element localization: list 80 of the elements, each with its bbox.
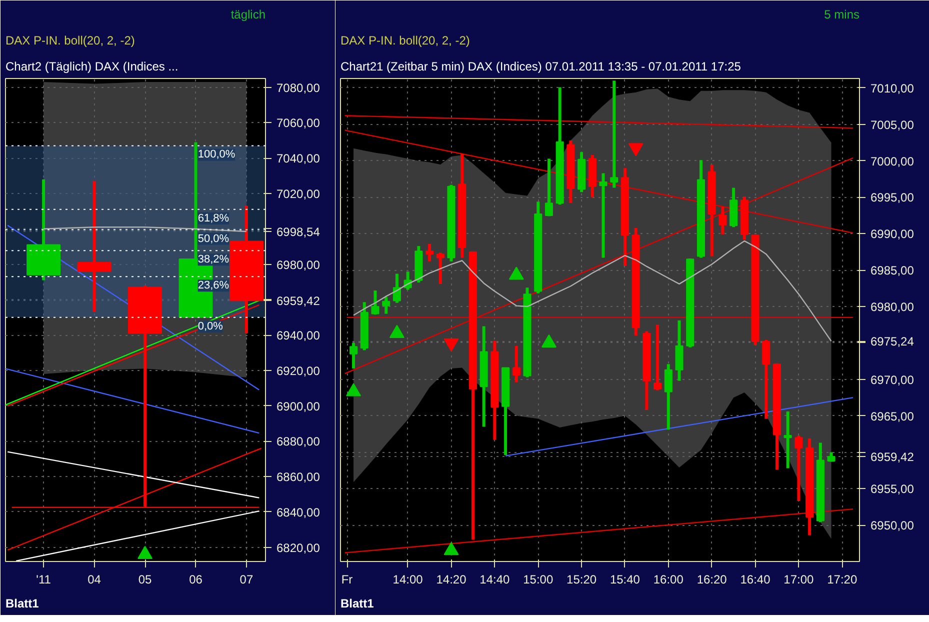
y-tick-label: 6990,00 [870,227,914,242]
chart-title: Chart2 (Täglich) DAX (Indices ... [6,60,178,74]
y-tick-label: 6950,00 [870,518,914,533]
y-tick-label: 7005,00 [870,118,914,132]
candlestick [610,80,618,188]
annotation: 0,0% [198,320,224,332]
candlestick [77,181,112,312]
candlestick [371,290,380,315]
candlestick [599,173,608,258]
y-tick-label: 6840,00 [276,505,320,520]
text: täglich [230,8,266,22]
x-tick-label: 17:20 [827,572,858,586]
y-tick-label: 6900,00 [276,399,320,414]
y-tick-label: 7040,00 [276,152,320,166]
line-series [352,240,832,342]
candlestick [654,324,662,390]
y-tick-label: 6965,00 [870,409,914,424]
annotation: 23,6% [198,280,230,292]
text: Blatt1 [340,596,374,610]
text: DAX P-IN. boll(20, 2, -2) [340,34,470,48]
chart-title: Chart21 (Zeitbar 5 min) DAX (Indices) 07.01.2011 13:35 - 07.01.2011 17:25 [340,60,742,74]
point [346,383,362,396]
y-tick-label: 6860,00 [276,470,320,484]
x-tick-label: 14:20 [436,572,467,586]
annotation: 61,8% [198,212,230,224]
y-tick-label: 7010,00 [870,81,914,96]
point [389,324,404,338]
y-tick-label: 6820,00 [276,540,320,555]
candlestick [762,340,770,419]
y-tick-label: 6959,42 [870,450,914,464]
x-tick-label: 15:00 [523,572,554,586]
candlestick [718,206,727,234]
annotation: 100,0% [198,148,236,161]
candlestick [544,158,553,216]
text: Blatt1 [6,596,40,610]
x-tick-label: 14:40 [480,572,510,586]
annotation: 50,0% [198,232,230,245]
candlestick [426,244,434,262]
text: 5 mins [824,8,860,22]
point [541,334,556,348]
y-tick-label: 6970,00 [870,372,914,387]
y-tick-label: 6955,00 [870,482,914,496]
candlestick [794,435,803,502]
y-tick-label: 7000,00 [870,154,914,168]
x-tick-label: 07 [240,572,254,586]
y-tick-label: 6940,00 [276,328,320,343]
y-tick-label: 6959,42 [276,294,320,308]
candlestick [512,346,520,382]
y-tick-label: 6975,24 [870,334,914,349]
candlestick [436,252,444,284]
x-tick-label: '11 [36,572,52,586]
candlestick [664,364,672,430]
x-tick-label: Fr [341,572,353,586]
point [444,542,459,556]
y-tick-label: 6998,54 [276,224,320,239]
y-tick-label: 7080,00 [276,80,320,95]
y-tick-label: 6980,00 [276,258,320,272]
x-tick-label: 16:40 [740,572,771,586]
x-tick-label: 16:00 [653,572,684,586]
x-tick-label: 16:20 [696,572,728,586]
annotation: 38,2% [198,254,230,266]
y-tick-label: 6985,00 [870,264,914,278]
x-tick-label: 06 [189,572,203,586]
candlestick [784,411,792,468]
x-tick-label: 17:00 [784,572,814,586]
text: DAX P-IN. boll(20, 2, -2) [6,34,135,48]
candlestick [350,342,358,368]
y-tick-label: 6995,00 [870,190,914,205]
x-tick-label: 15:20 [566,572,597,586]
y-tick-label: 6980,00 [870,300,914,314]
y-tick-label: 6880,00 [276,434,320,449]
y-tick-label: 7020,00 [276,187,320,201]
x-tick-label: 05 [138,572,152,586]
candlestick [382,297,390,314]
x-tick-label: 04 [88,572,102,586]
y-tick-label: 6920,00 [276,364,320,378]
x-tick-label: 14:00 [392,572,424,586]
point [508,266,524,280]
y-tick-label: 7060,00 [276,116,320,130]
x-tick-label: 15:40 [610,572,640,586]
